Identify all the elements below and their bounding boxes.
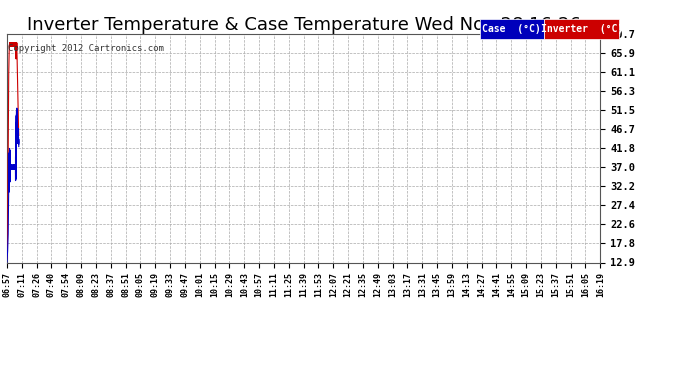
FancyBboxPatch shape <box>480 19 544 39</box>
Text: Inverter  (°C): Inverter (°C) <box>540 24 623 34</box>
Text: Copyright 2012 Cartronics.com: Copyright 2012 Cartronics.com <box>8 44 164 52</box>
FancyBboxPatch shape <box>544 19 619 39</box>
Title: Inverter Temperature & Case Temperature Wed Nov 28 16:26: Inverter Temperature & Case Temperature … <box>27 16 580 34</box>
Text: Case  (°C): Case (°C) <box>482 24 541 34</box>
